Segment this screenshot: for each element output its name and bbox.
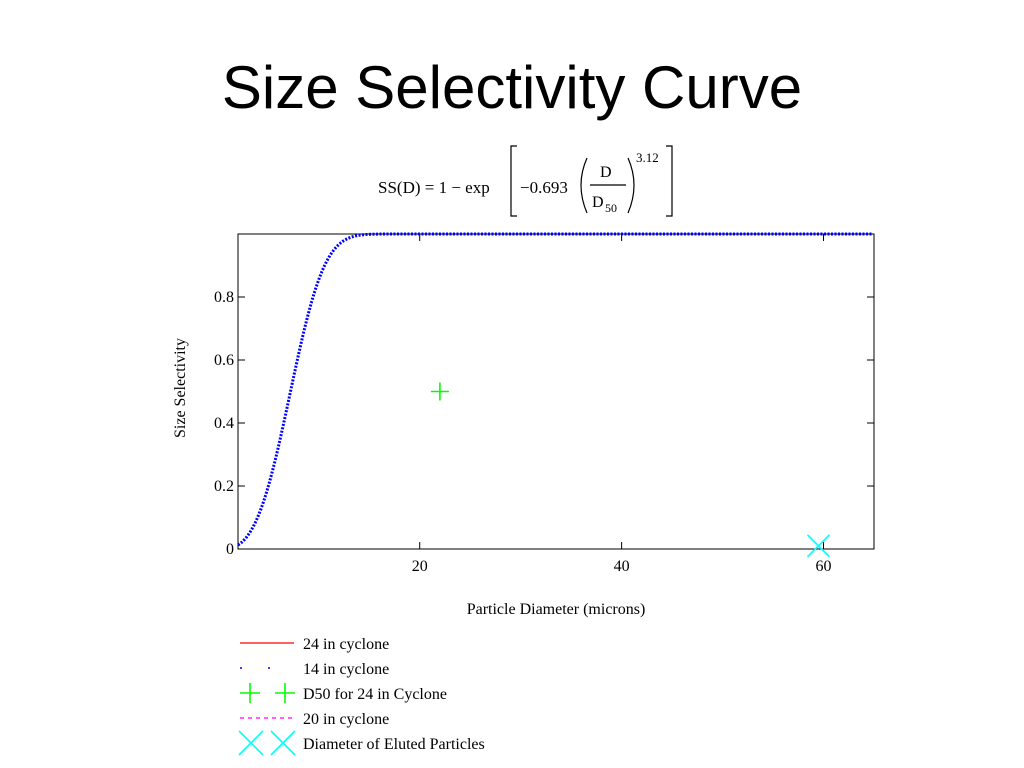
formula-numerator: D [600, 164, 612, 181]
x-tick-label: 20 [412, 558, 428, 575]
eluted-particle-marker [806, 534, 831, 558]
formula-exponent: 3.12 [636, 150, 659, 165]
x-tick-label: 60 [816, 558, 832, 575]
legend-label: D50 for 24 in Cyclone [303, 686, 447, 703]
plot-series [237, 232, 873, 547]
y-tick-label: 0.4 [214, 415, 234, 432]
x-axis-ticks: 20 40 60 [412, 234, 832, 575]
formula-coefficient: −0.693 [520, 178, 568, 197]
plot-frame [237, 233, 875, 550]
legend-label: Diameter of Eluted Particles [303, 736, 485, 753]
y-axis-label: Size Selectivity [172, 338, 189, 438]
formula-denominator: D [592, 194, 604, 211]
legend-entry: 24 in cyclone [240, 636, 389, 653]
y-tick-label: 0 [226, 541, 234, 558]
y-axis-ticks: 0 0.2 0.4 0.6 0.8 [214, 289, 874, 558]
legend-swatch [240, 683, 260, 703]
legend-label: 14 in cyclone [303, 661, 389, 678]
formula-left-paren [580, 157, 588, 214]
legend-entry: 20 in cyclone [240, 711, 389, 728]
legend-entry: Diameter of Eluted Particles [238, 730, 485, 756]
formula-right-paren [627, 157, 635, 214]
x-tick-label: 40 [614, 558, 630, 575]
legend-entry: 14 in cyclone [240, 661, 389, 678]
legend-swatch [275, 683, 295, 703]
formula-lhs: SS(D) = 1 − exp [378, 178, 490, 197]
formula: SS(D) = 1 − exp −0.693 D D 50 3.12 [378, 145, 673, 217]
formula-right-bracket [666, 145, 673, 217]
legend-label: 24 in cyclone [303, 636, 389, 653]
series-14-in-cyclone [237, 232, 873, 547]
y-tick-label: 0.2 [214, 478, 234, 495]
x-axis-label: Particle Diameter (microns) [467, 601, 646, 618]
legend: 24 in cyclone 14 in cyclone D50 for 24 in … [238, 636, 485, 756]
legend-label: 20 in cyclone [303, 711, 389, 728]
formula-denominator-subscript: 50 [605, 201, 617, 215]
plot-markers [430, 382, 831, 558]
legend-swatch [270, 730, 296, 756]
d50-marker [430, 382, 449, 401]
legend-entry: D50 for 24 in Cyclone [240, 683, 447, 703]
y-tick-label: 0.8 [214, 289, 234, 306]
legend-swatch [238, 730, 264, 756]
formula-left-bracket [510, 145, 517, 217]
y-tick-label: 0.6 [214, 352, 234, 369]
page-title: Size Selectivity Curve [221, 54, 803, 121]
